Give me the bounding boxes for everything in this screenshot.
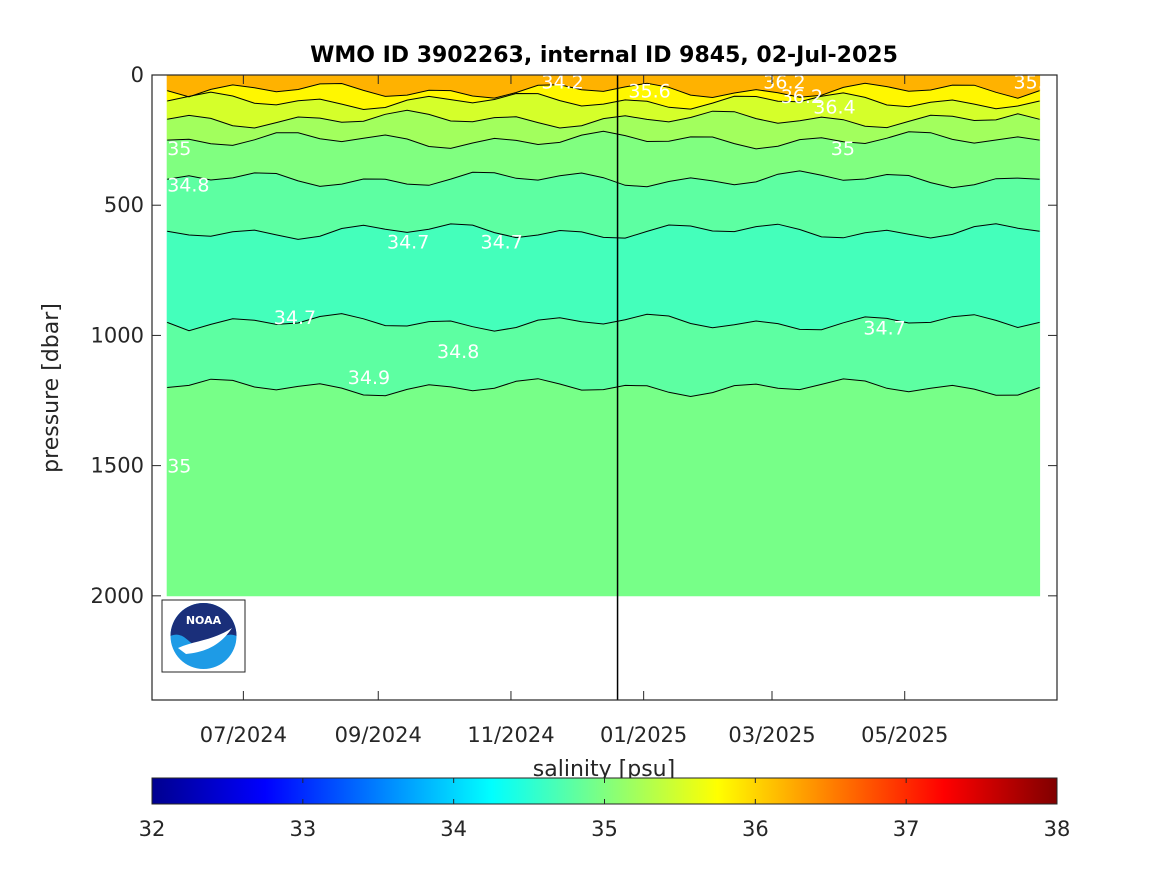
y-tick-label: 500 xyxy=(104,193,144,217)
colorbar-ticks: 32 33 34 35 36 37 38 xyxy=(139,778,1071,841)
contour-line xyxy=(167,109,1040,129)
x-tick-label: 01/2025 xyxy=(600,723,687,747)
salinity-layer xyxy=(166,378,1041,597)
contour-label: 35.6 xyxy=(628,81,670,103)
colorbar-tick-label: 36 xyxy=(742,817,769,841)
colorbar-tick-label: 32 xyxy=(139,817,166,841)
colorbar-tick-label: 38 xyxy=(1044,817,1071,841)
x-tick-label: 07/2024 xyxy=(200,723,287,747)
contour-line xyxy=(167,170,1040,189)
contour-label: 36.4 xyxy=(813,96,855,118)
contour-line xyxy=(167,378,1040,398)
contour-line xyxy=(167,91,1040,111)
contour-label: 36.2 xyxy=(781,86,823,108)
contour-label: 34.2 xyxy=(541,72,583,94)
y-tick-label: 2000 xyxy=(91,584,144,608)
x-tick-label: 05/2025 xyxy=(861,723,948,747)
plot-frame xyxy=(151,74,1058,701)
contour-label: 35 xyxy=(167,456,191,478)
contour-label: 36.2 xyxy=(763,72,805,94)
contour-label: 34.7 xyxy=(481,232,523,254)
y-tick-label: 0 xyxy=(131,63,144,87)
y-axis-label: pressure [dbar] xyxy=(39,303,64,473)
x-tick-label: 09/2024 xyxy=(335,723,422,747)
x-tick-label: 11/2024 xyxy=(467,723,554,747)
contour-label: 34.7 xyxy=(863,318,905,340)
contour-line xyxy=(167,223,1040,240)
y-axis: 0 500 1000 1500 2000 xyxy=(91,63,1057,608)
contour-lines xyxy=(167,82,1040,398)
contour-label: 34.8 xyxy=(167,174,209,196)
chart-title: WMO ID 3902263, internal ID 9845, 02-Jul… xyxy=(310,43,898,68)
x-axis: 07/2024 09/2024 11/2024 01/2025 03/2025 05/20… xyxy=(200,75,948,747)
y-tick-label: 1000 xyxy=(91,323,144,347)
y-tick-label: 1500 xyxy=(91,454,144,478)
contour-label: 35 xyxy=(831,138,855,160)
contour-label: 34.7 xyxy=(387,232,429,254)
colorbar-tick-label: 33 xyxy=(289,817,316,841)
contour-label: 34.8 xyxy=(437,341,479,363)
contour-label: 35 xyxy=(167,138,191,160)
contour-line xyxy=(167,130,1040,150)
x-tick-label: 03/2025 xyxy=(728,723,815,747)
noaa-logo-text: NOAA xyxy=(186,614,222,627)
colorbar-tick-label: 35 xyxy=(591,817,618,841)
contour-line xyxy=(167,82,1040,99)
colorbar-tick-label: 37 xyxy=(893,817,920,841)
noaa-logo: NOAA xyxy=(161,599,246,673)
salinity-field xyxy=(166,75,1041,597)
contour-label: 34.9 xyxy=(348,367,390,389)
colorbar-tick-label: 34 xyxy=(440,817,467,841)
contour-label: 34.7 xyxy=(274,307,316,329)
contour-label: 35.8 xyxy=(1014,72,1056,94)
contour-line xyxy=(167,313,1040,332)
